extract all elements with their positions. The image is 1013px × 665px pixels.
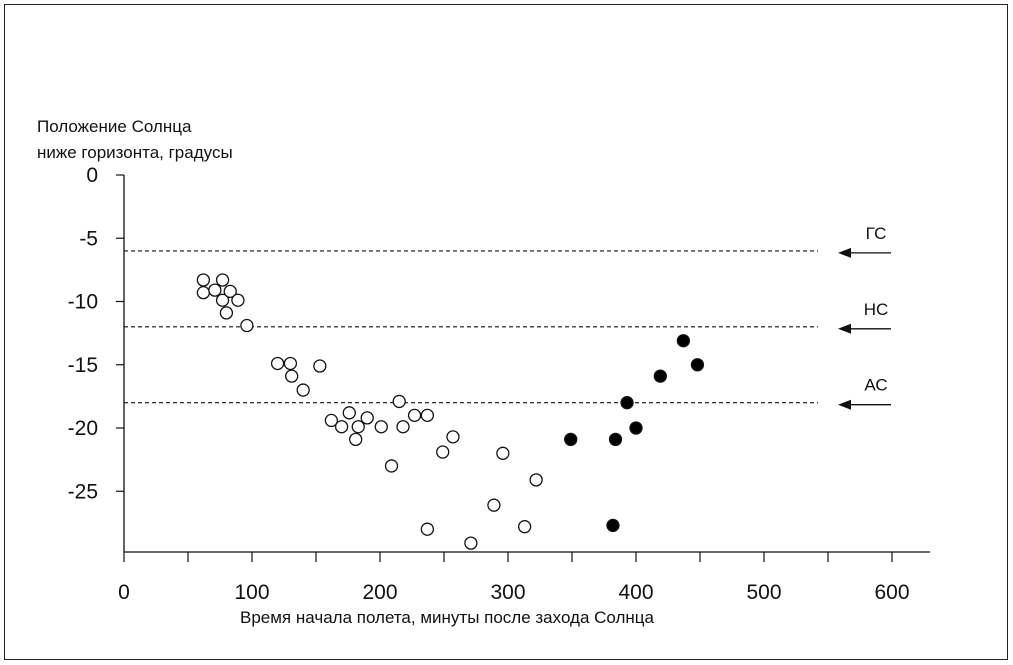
x-tick-label: 100 (234, 581, 269, 604)
arrow-head (838, 400, 851, 410)
data-point-open (209, 284, 221, 296)
data-point-filled (607, 519, 619, 531)
data-point-open (197, 274, 209, 286)
y-tick-label: -5 (79, 227, 98, 250)
y-tick-label: -25 (68, 480, 98, 503)
reference-label: НС (864, 300, 889, 319)
x-tick-label: 400 (618, 581, 653, 604)
data-point-open (361, 412, 373, 424)
data-point-open (197, 287, 209, 299)
data-point-open (386, 460, 398, 472)
data-point-open (447, 431, 459, 443)
data-point-open (220, 307, 232, 319)
data-point-open (284, 357, 296, 369)
data-point-open (519, 521, 531, 533)
data-point-open (272, 357, 284, 369)
arrow-head (838, 324, 851, 334)
y-tick-label: 0 (86, 164, 98, 187)
data-point-open (286, 370, 298, 382)
x-tick-label: 300 (490, 581, 525, 604)
data-point-open (336, 421, 348, 433)
data-point-open (488, 499, 500, 511)
data-point-filled (630, 422, 642, 434)
data-point-open (530, 474, 542, 486)
x-tick-label: 200 (362, 581, 397, 604)
data-point-filled (621, 397, 633, 409)
x-tick-label: 500 (746, 581, 781, 604)
data-point-filled (654, 370, 666, 382)
reference-label: АС (864, 376, 887, 395)
y-tick-label: -10 (68, 291, 98, 314)
data-point-open (350, 433, 362, 445)
x-tick-label: 0 (118, 581, 130, 604)
data-point-open (232, 294, 244, 306)
data-point-open (375, 421, 387, 433)
data-point-open (421, 523, 433, 535)
y-tick-label: -15 (68, 354, 98, 377)
data-point-filled (677, 335, 689, 347)
data-point-open (465, 537, 477, 549)
data-point-open (409, 409, 421, 421)
data-point-open (437, 446, 449, 458)
data-point-filled (610, 433, 622, 445)
data-point-open (314, 360, 326, 372)
data-point-open (343, 407, 355, 419)
reference-label: ГС (866, 224, 887, 243)
data-point-open (497, 447, 509, 459)
data-point-open (352, 421, 364, 433)
y-tick-label: -20 (68, 417, 98, 440)
data-point-open (241, 320, 253, 332)
arrow-head (838, 248, 851, 258)
data-point-open (421, 409, 433, 421)
data-point-open (297, 384, 309, 396)
data-point-open (397, 421, 409, 433)
data-point-open (217, 274, 229, 286)
data-point-filled (691, 359, 703, 371)
data-point-open (393, 395, 405, 407)
x-tick-label: 600 (874, 581, 909, 604)
data-point-filled (565, 433, 577, 445)
